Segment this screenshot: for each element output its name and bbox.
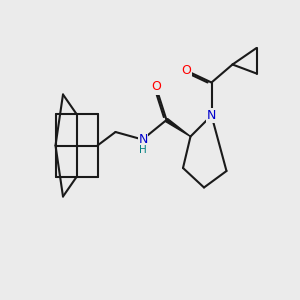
Polygon shape [166,118,190,136]
Text: H: H [139,145,147,155]
Text: O: O [151,80,161,94]
Text: O: O [181,64,191,77]
Text: N: N [207,109,216,122]
Text: N: N [138,133,148,146]
